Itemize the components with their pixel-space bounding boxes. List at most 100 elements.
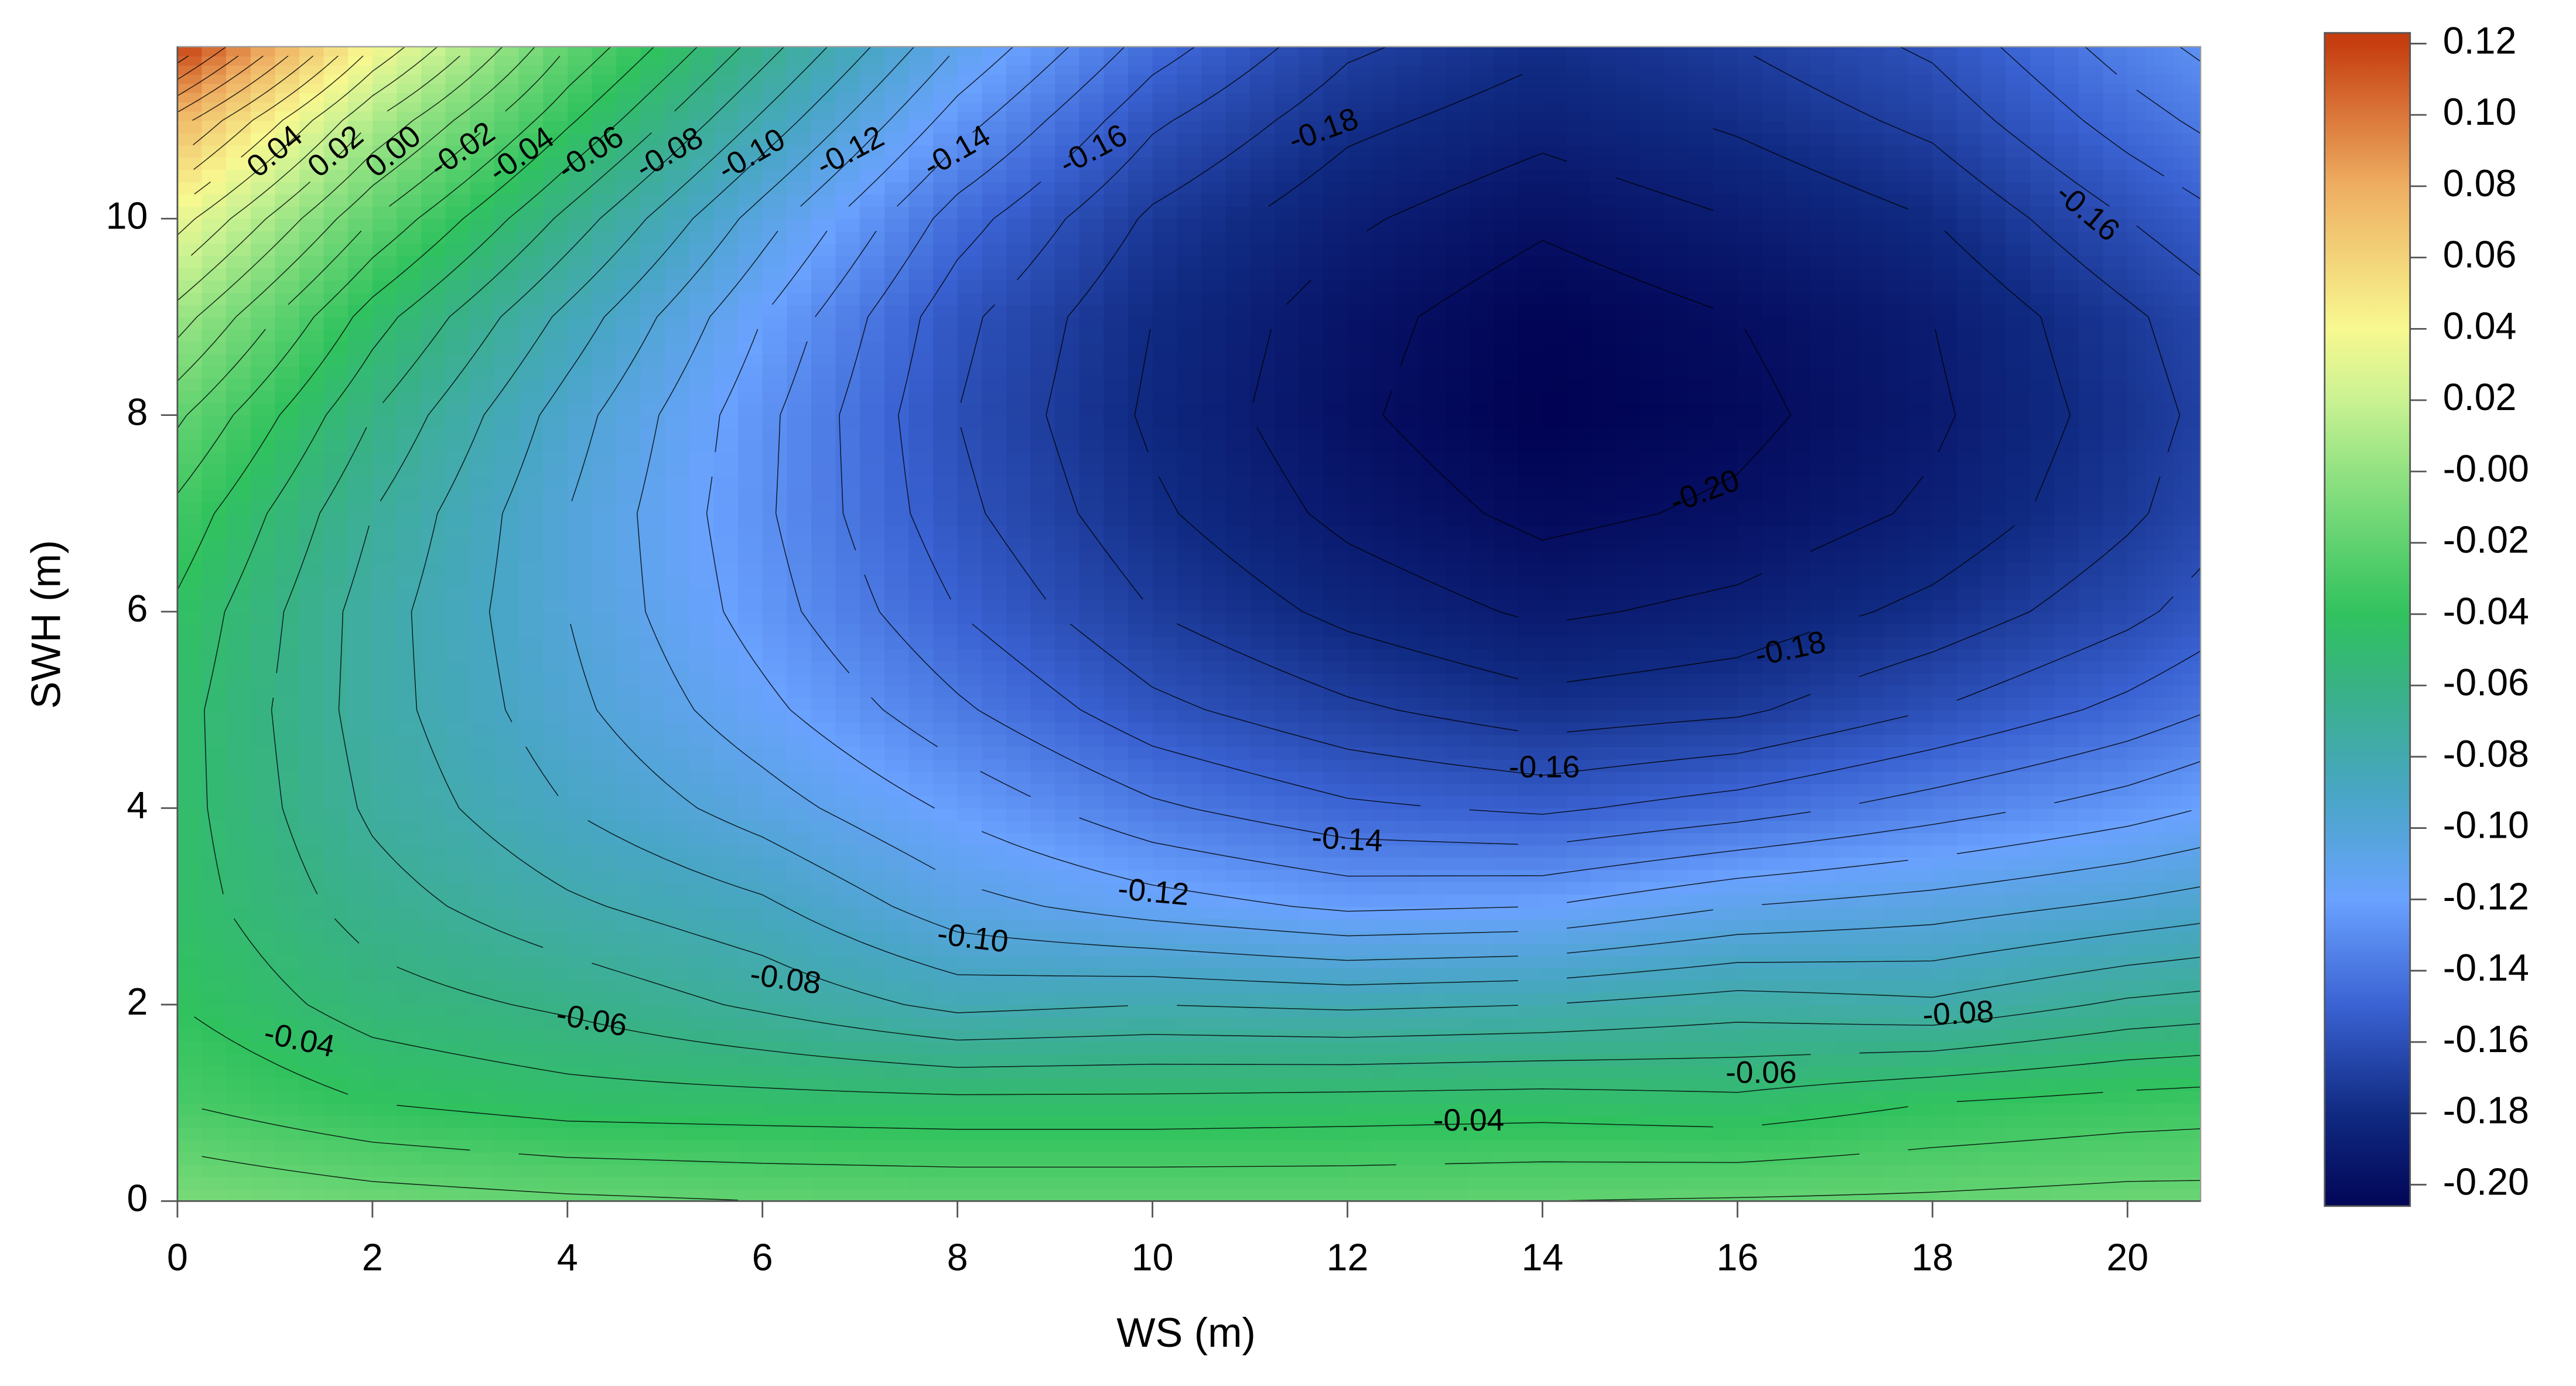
heat-cell	[1250, 697, 1275, 711]
heat-cell	[2173, 587, 2183, 600]
heat-cell	[2127, 709, 2137, 723]
heat-cell	[226, 709, 251, 723]
heat-cell	[2006, 624, 2031, 637]
heat-cell	[1761, 501, 1787, 514]
heat-cell	[762, 575, 788, 588]
heat-cell	[1055, 857, 1080, 870]
heat-cell	[201, 685, 227, 698]
heat-cell	[665, 1029, 690, 1042]
heat-cell	[2079, 857, 2104, 870]
heat-cell	[640, 869, 666, 883]
heat-cell	[1152, 992, 1178, 1005]
heat-cell	[713, 783, 739, 797]
heat-cell	[1664, 587, 1689, 600]
heat-cell	[1055, 1176, 1080, 1190]
heat-cell	[1567, 648, 1592, 661]
heat-cell	[713, 1066, 739, 1079]
heat-cell	[1225, 869, 1251, 883]
heat-cell	[2079, 587, 2104, 600]
heat-cell	[592, 943, 617, 956]
heat-cell	[299, 1115, 324, 1128]
heat-cell	[1225, 697, 1251, 711]
heat-cell	[2136, 599, 2147, 612]
heat-cell	[445, 857, 471, 870]
heat-cell	[323, 1164, 349, 1177]
heat-cell	[738, 869, 763, 883]
heat-cell	[1737, 1078, 1762, 1091]
heat-cell	[494, 943, 520, 956]
heat-cell	[835, 1090, 861, 1104]
heat-cell	[1591, 709, 1617, 723]
heat-cell	[1639, 1176, 1665, 1190]
heat-cell	[2164, 636, 2174, 649]
heat-cell	[1884, 845, 1909, 858]
heat-cell	[1128, 660, 1153, 674]
heat-cell	[1055, 1115, 1080, 1128]
heat-cell	[1152, 955, 1178, 968]
heat-cell	[689, 722, 715, 735]
heat-cell	[1591, 919, 1617, 932]
heat-cell	[957, 538, 983, 551]
heat-cell	[811, 587, 836, 600]
heat-cell	[2006, 1127, 2031, 1141]
heat-cell	[1639, 820, 1665, 834]
heat-cell	[2155, 857, 2165, 870]
heat-cell	[860, 550, 885, 564]
heat-cell	[860, 955, 885, 968]
heat-cell	[1810, 1176, 1836, 1190]
heat-cell	[1859, 820, 1884, 834]
heat-cell	[2164, 562, 2174, 576]
heat-cell	[299, 501, 324, 514]
heat-cell	[1201, 1115, 1226, 1128]
heat-cell	[957, 709, 983, 723]
heat-cell	[1030, 685, 1055, 698]
heat-cell	[1103, 1053, 1129, 1067]
heat-cell	[445, 525, 471, 539]
heat-cell	[1323, 1066, 1348, 1079]
heat-cell	[2006, 1152, 2031, 1165]
heat-cell	[592, 697, 617, 711]
heat-cell	[1103, 624, 1129, 637]
heat-cell	[1713, 734, 1738, 747]
heat-cell	[1786, 820, 1812, 834]
heat-cell	[1639, 1066, 1665, 1079]
heat-cell	[592, 771, 617, 784]
heat-cell	[884, 1004, 910, 1018]
heat-cell	[640, 808, 666, 821]
heat-cell	[640, 501, 666, 514]
heat-cell	[1299, 1090, 1324, 1104]
heat-cell	[372, 1115, 398, 1128]
heat-cell	[616, 624, 641, 637]
heat-cell	[1494, 734, 1519, 747]
heat-cell	[2145, 525, 2155, 539]
heat-cell	[2054, 1102, 2079, 1116]
heat-cell	[1494, 1152, 1519, 1165]
heat-cell	[1420, 685, 1446, 698]
heat-cell	[494, 869, 520, 883]
heat-cell	[1713, 1041, 1738, 1054]
heat-cell	[543, 845, 568, 858]
heat-cell	[1299, 648, 1324, 661]
heat-cell	[299, 796, 324, 809]
heat-cell	[1347, 660, 1372, 674]
heat-cell	[1932, 599, 1957, 612]
heat-cell	[1055, 599, 1080, 612]
heat-cell	[2079, 955, 2104, 968]
heat-cell	[957, 1016, 983, 1030]
heat-cell	[2191, 648, 2201, 661]
heat-cell	[957, 501, 983, 514]
heat-cell	[1908, 820, 1933, 834]
heat-cell	[835, 513, 861, 527]
heat-cell	[2164, 857, 2174, 870]
heat-cell	[1006, 771, 1031, 784]
heat-cell	[275, 672, 300, 686]
heat-cell	[592, 672, 617, 686]
heat-cell	[1250, 955, 1275, 968]
heat-cell	[616, 1041, 641, 1054]
heat-cell	[2136, 746, 2147, 760]
heat-cell	[1542, 869, 1567, 883]
heat-cell	[1786, 906, 1812, 920]
heat-cell	[713, 672, 739, 686]
heat-cell	[494, 1139, 520, 1153]
heat-cell	[1591, 955, 1617, 968]
